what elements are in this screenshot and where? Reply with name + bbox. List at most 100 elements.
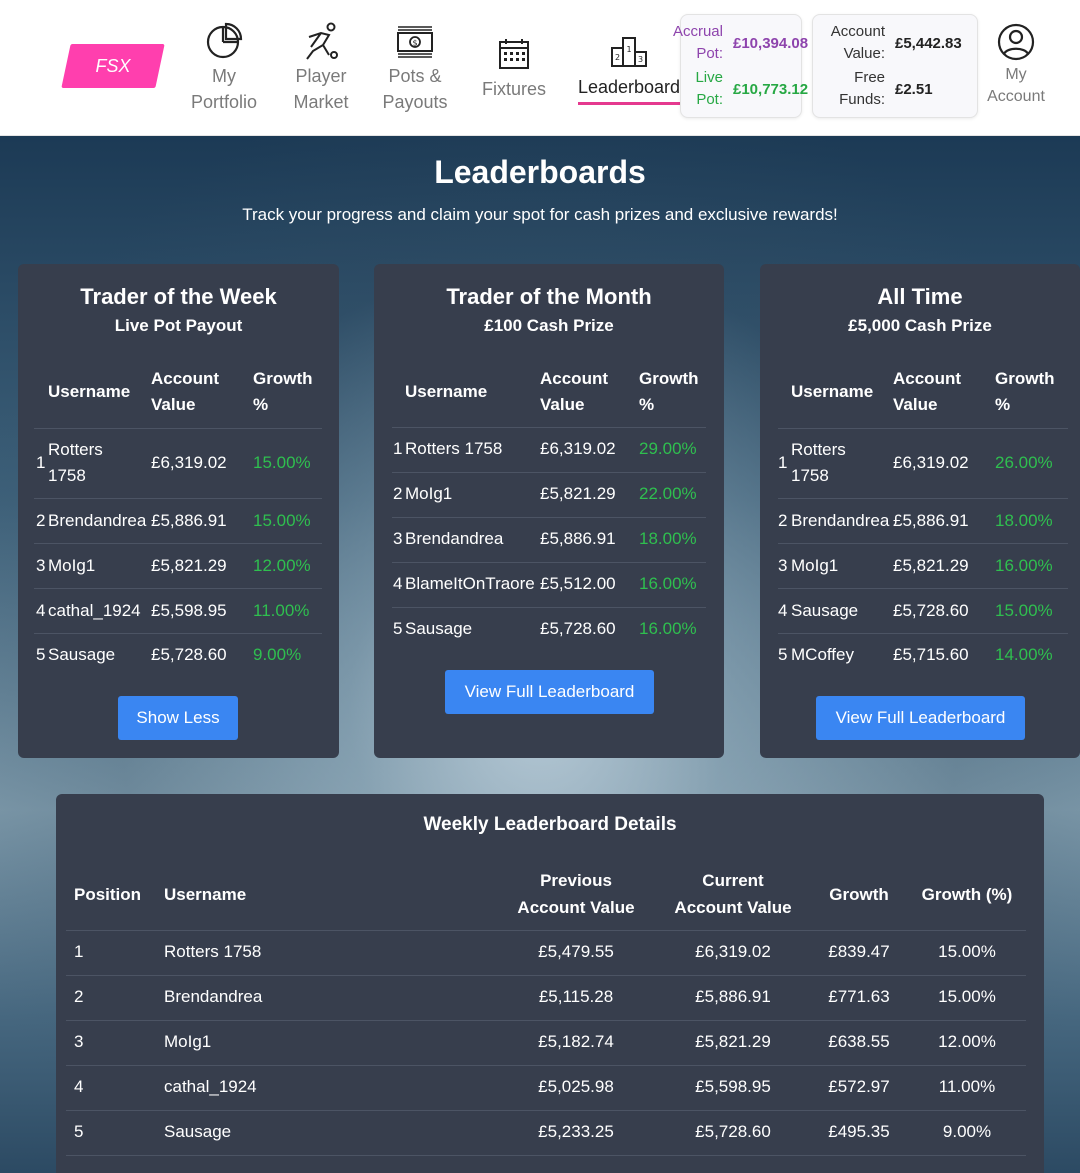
previous-value: £5,025.98 [538,1077,614,1096]
growth: 15.00% [253,453,311,472]
account-value: £6,319.02 [151,453,227,472]
pots-panel: Accrual Pot: £10,394.08 Live Pot: £10,77… [673,14,808,118]
previous-value: £5,182.74 [538,1032,614,1051]
growth: £771.63 [828,987,890,1006]
rank: 4 [393,574,403,593]
username: Sausage [48,645,116,664]
col-username: Username [405,382,488,401]
growth-percent: 11.00% [938,1077,996,1096]
free-funds-label: Free Funds: [839,69,885,108]
growth: 12.00% [253,556,311,575]
username: Sausage [791,601,859,620]
col-username: Username [164,885,247,904]
nav-label: Pots & Payouts [382,66,448,112]
username: Brendandrea [791,511,890,530]
nav-fixtures[interactable]: Fixtures [478,0,550,136]
top-nav-bar: FSX My Portfolio Player Market $ Pots & … [0,0,1080,136]
row-divider [778,633,1068,634]
header-divider [392,427,706,428]
username: Brendandrea [48,511,147,530]
col-growth: Growth [829,885,889,904]
username: Brendandrea [164,987,263,1006]
row-divider [778,543,1068,544]
trader-of-week-card: Trader of the Week Live Pot Payout Usern… [18,264,339,758]
position: 5 [74,1122,84,1141]
accrual-pot-value: £10,394.08 [733,34,809,52]
rank: 2 [36,511,46,530]
rank: 4 [778,601,788,620]
col-previous-value: Previous Account Value [517,871,635,917]
row-divider [34,543,322,544]
row-divider [66,1065,1026,1066]
account-value: £5,728.60 [893,601,969,620]
growth: £839.47 [828,942,890,961]
nav-pots-payouts[interactable]: $ Pots & Payouts [378,0,452,136]
live-pot-label: Live Pot: [695,69,723,108]
account-value: £5,728.60 [151,645,227,664]
growth-percent: 12.00% [938,1032,996,1051]
nav-my-account[interactable]: My Account [982,0,1050,136]
col-growth-percent: Growth (%) [921,885,1013,904]
account-value: £5,886.91 [151,511,227,530]
account-value: £5,442.83 [895,34,962,52]
col-account-value: Account Value [151,369,219,414]
row-divider [392,607,706,608]
growth: 16.00% [639,619,697,638]
current-value: £5,728.60 [695,1122,771,1141]
username: MoIg1 [164,1032,212,1051]
card-subtitle: Live Pot Payout [114,316,243,335]
growth-percent: 15.00% [938,987,996,1006]
fsx-logo[interactable]: FSX [61,44,165,88]
growth: 16.00% [995,556,1053,575]
nav-player-market[interactable]: Player Market [284,0,358,136]
username: MoIg1 [48,556,96,575]
account-value: £5,715.60 [893,645,969,664]
view-full-leaderboard-button[interactable]: View Full Leaderboard [445,670,654,714]
weekly-details-panel: Weekly Leaderboard Details Position User… [56,794,1044,1173]
live-pot-value: £10,773.12 [733,80,809,98]
card-subtitle: £100 Cash Prize [484,316,614,335]
rank: 4 [36,601,46,620]
row-divider [34,633,322,634]
growth: £495.35 [828,1122,890,1141]
username: BlameItOnTraore [405,574,535,593]
username: MCoffey [791,645,854,664]
col-username: Username [791,382,874,401]
current-value: £5,886.91 [695,987,771,1006]
previous-value: £5,479.55 [538,942,614,961]
calendar-icon [494,34,534,74]
accrual-pot-row: Accrual Pot: £10,394.08 [669,21,808,65]
rank: 2 [393,484,403,503]
row-divider [66,975,1026,976]
previous-value: £5,233.25 [538,1122,614,1141]
account-value: £6,319.02 [893,453,969,472]
nav-my-portfolio[interactable]: My Portfolio [184,0,264,136]
col-growth: Growth % [639,369,699,414]
show-less-button[interactable]: Show Less [118,696,238,740]
card-title: Trader of the Month [446,284,652,309]
header-divider [34,428,322,429]
nav-label: My Account [987,66,1045,105]
svg-text:3: 3 [638,55,643,64]
account-value: £5,821.29 [893,556,969,575]
logo-text: FSX [95,55,131,76]
col-growth: Growth % [995,369,1055,414]
growth: 9.00% [253,645,302,664]
nav-label: Player Market [293,66,349,112]
account-value: £5,598.95 [151,601,227,620]
accrual-pot-label: Accrual Pot: [672,23,723,62]
row-divider [392,562,706,563]
header-divider [66,930,1026,931]
growth: 18.00% [639,529,697,548]
view-full-leaderboard-button[interactable]: View Full Leaderboard [816,696,1025,740]
username: MoIg1 [791,556,839,575]
username: MoIg1 [405,484,453,503]
header-divider [778,428,1068,429]
rank: 1 [778,453,788,472]
position: 2 [74,987,84,1006]
rank: 5 [393,619,403,638]
pie-chart-icon [204,21,244,61]
growth: £572.97 [828,1077,890,1096]
